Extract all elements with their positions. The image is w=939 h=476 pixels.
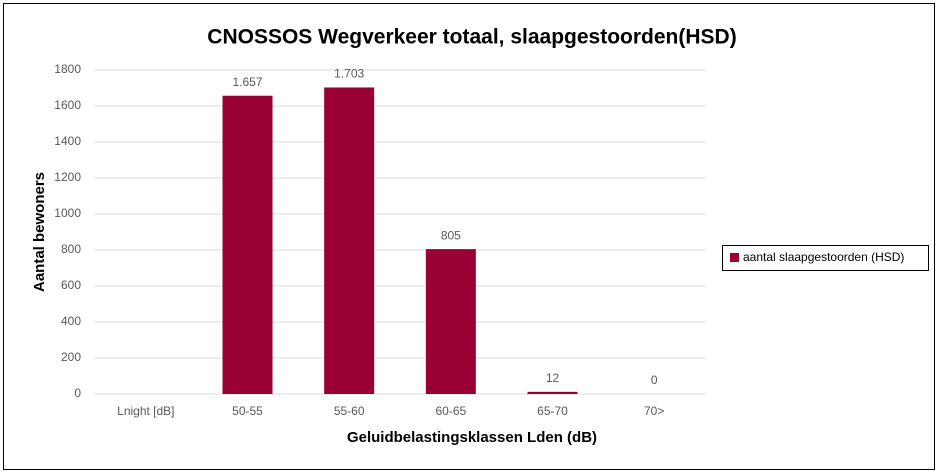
y-tick-label: 0 bbox=[74, 386, 81, 400]
y-tick-label: 1400 bbox=[54, 134, 81, 148]
x-tick-label: 60-65 bbox=[435, 404, 466, 418]
x-tick-label: 50-55 bbox=[232, 404, 263, 418]
bar bbox=[527, 391, 578, 394]
y-tick-label: 1000 bbox=[54, 206, 81, 220]
value-label: 1.703 bbox=[334, 67, 364, 81]
y-tick-label: 400 bbox=[61, 314, 81, 328]
y-tick-label: 800 bbox=[61, 242, 81, 256]
value-label: 12 bbox=[546, 371, 560, 385]
x-tick-label: 65-70 bbox=[537, 404, 568, 418]
bar bbox=[222, 95, 273, 395]
y-axis-label: Aantal bewoners bbox=[31, 172, 48, 292]
value-label: 1.657 bbox=[232, 75, 262, 89]
x-tick-label: 70> bbox=[644, 404, 664, 418]
y-tick-label: 200 bbox=[61, 350, 81, 364]
bar bbox=[425, 249, 476, 394]
value-label: 0 bbox=[651, 373, 658, 387]
x-tick-label: 55-60 bbox=[334, 404, 365, 418]
y-tick-label: 600 bbox=[61, 278, 81, 292]
x-tick-label: Lnight [dB] bbox=[117, 404, 174, 418]
legend-label: aantal slaapgestoorden (HSD) bbox=[743, 250, 904, 264]
legend-swatch bbox=[730, 253, 739, 262]
x-axis-label: Geluidbelastingsklassen Lden (dB) bbox=[347, 429, 597, 446]
value-label: 805 bbox=[441, 228, 461, 242]
y-tick-label: 1600 bbox=[54, 98, 81, 112]
bar bbox=[324, 87, 375, 395]
y-tick-label: 1200 bbox=[54, 170, 81, 184]
y-tick-label: 1800 bbox=[54, 62, 81, 76]
legend-box bbox=[722, 245, 929, 271]
chart-border bbox=[3, 3, 935, 470]
chart-title: CNOSSOS Wegverkeer totaal, slaapgestoord… bbox=[207, 26, 736, 49]
